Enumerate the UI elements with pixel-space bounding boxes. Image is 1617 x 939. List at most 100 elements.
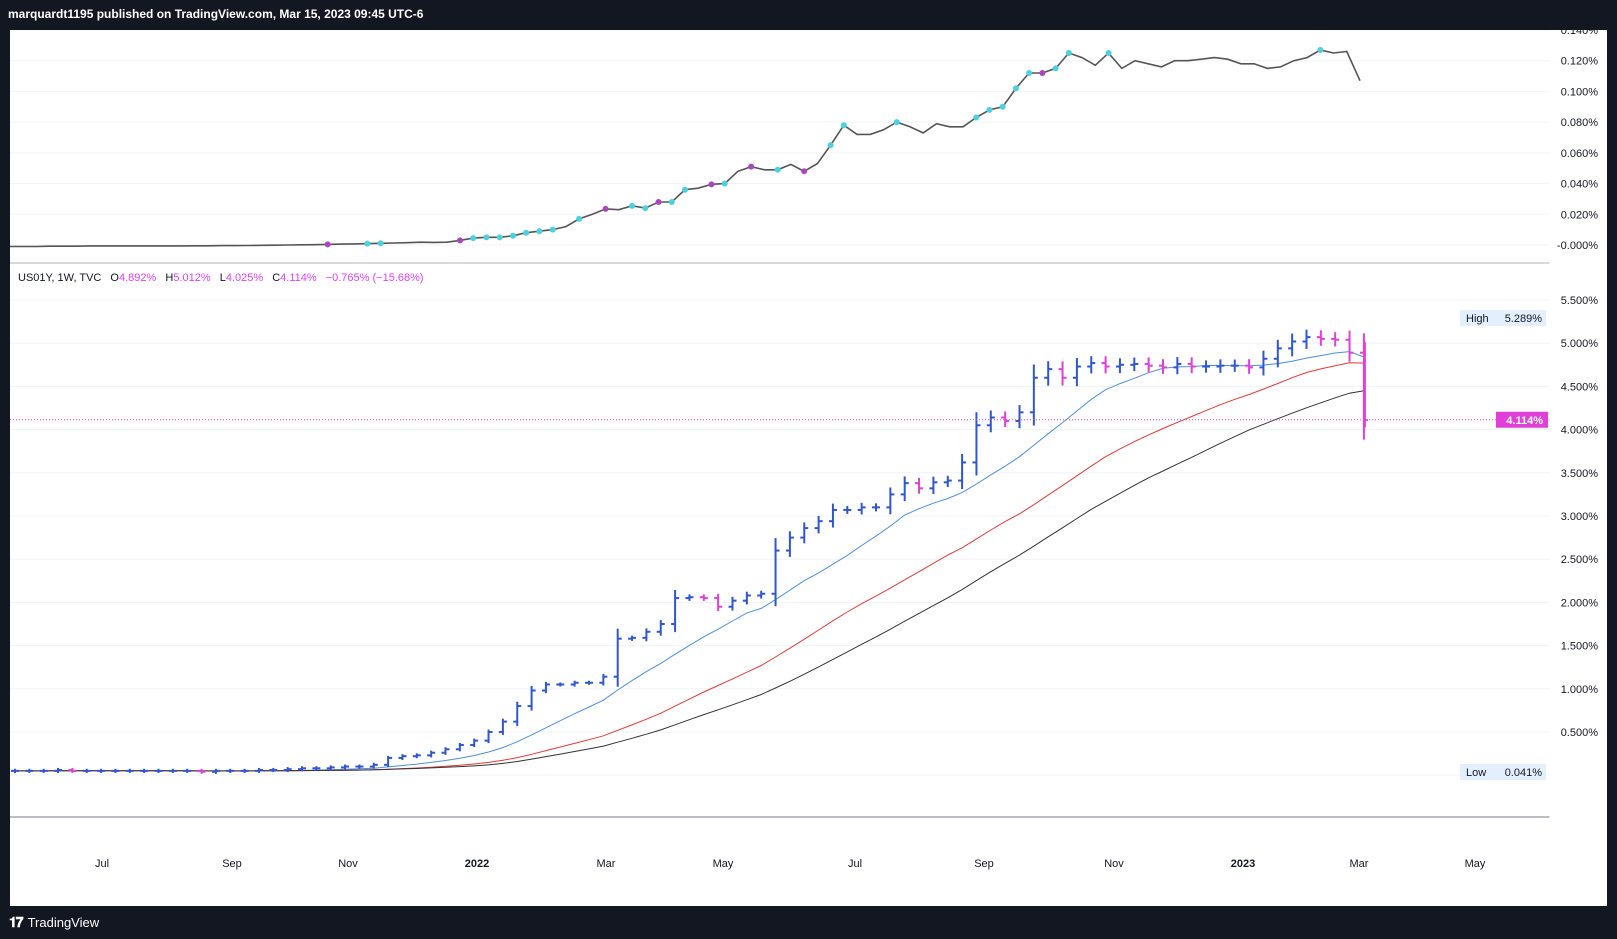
ohlc-bar [656, 620, 665, 636]
ohlc-bar [972, 412, 981, 476]
ohlc-bar [527, 685, 536, 711]
ohlc-bar [599, 673, 608, 686]
ohlc-bar [111, 768, 120, 773]
upper-marker [748, 163, 755, 170]
ohlc-bar [470, 738, 479, 748]
ohlc-bar [915, 477, 924, 494]
ohlc-bar [1187, 357, 1196, 374]
upper-panel [10, 46, 1361, 248]
ohlc-bar [125, 768, 134, 773]
lower-tick-label: 1.000% [1561, 684, 1599, 696]
svg-text:4.114%: 4.114% [1506, 415, 1543, 427]
ohlc-bar [570, 680, 579, 687]
ohlc-bar [25, 768, 34, 773]
chart-canvas[interactable]: 0.140% 0.120% 0.100% 0.080% 0.060% 0.040% 0.02… [10, 30, 1607, 906]
ohlc-bar [857, 502, 866, 515]
ohlc-bar [398, 754, 407, 760]
upper-marker [509, 232, 516, 239]
close-value: 4.114% [280, 272, 317, 284]
ohlc-bar [771, 538, 780, 607]
ohlc-bar [1015, 405, 1024, 429]
upper-marker [682, 186, 689, 193]
upper-marker [377, 240, 384, 247]
upper-marker [721, 180, 728, 187]
ohlc-bar [269, 767, 278, 773]
svg-text:High: High [1466, 313, 1489, 325]
lower-tick-label: 2.000% [1561, 597, 1599, 609]
tradingview-logo-icon[interactable]: 𝟏𝟕 [9, 914, 24, 930]
tradingview-brand[interactable]: TradingView [27, 915, 100, 930]
ohlc-bar [341, 764, 350, 770]
ohlc-bar [513, 701, 522, 726]
upper-marker [457, 237, 464, 244]
time-tick-label: Mar [597, 858, 616, 870]
upper-marker [483, 234, 490, 241]
time-tick-label: Nov [338, 858, 358, 870]
ohlc-bar [140, 768, 149, 773]
svg-text:0.041%: 0.041% [1505, 767, 1543, 779]
upper-marker [708, 181, 715, 188]
ohlc-bar [254, 767, 263, 773]
low-label: L [219, 272, 226, 284]
ohlc-bar [154, 768, 163, 773]
lower-tick-label: 5.000% [1561, 338, 1599, 350]
upper-marker [774, 166, 781, 173]
time-tick-label: Sep [974, 858, 994, 870]
svg-text:Low: Low [1466, 767, 1486, 779]
time-tick-label: Nov [1104, 858, 1124, 870]
ohlc-bar [1345, 330, 1354, 362]
upper-marker [1039, 70, 1046, 76]
upper-marker [668, 199, 675, 205]
upper-tick-label: 0.100% [1561, 86, 1599, 98]
ohlc-bar [355, 764, 364, 769]
ohlc-bar [872, 503, 880, 512]
upper-marker [1065, 50, 1072, 57]
ohlc-bar [1316, 330, 1325, 346]
upper-marker [1012, 85, 1019, 92]
upper-marker [324, 241, 331, 248]
symbol-label[interactable]: US01Y, 1W, TVC [18, 272, 102, 284]
upper-marker [470, 235, 477, 242]
ohlc-legend[interactable]: US01Y, 1W, TVC O4.892% H5.012% L4.025% C… [18, 272, 424, 284]
ohlc-bar [1115, 358, 1124, 374]
ohlc-bar [1144, 357, 1153, 373]
low-value: 4.025% [225, 272, 264, 284]
lower-tick-label: 4.000% [1561, 425, 1599, 437]
lower-tick-label: 0.500% [1561, 727, 1599, 739]
upper-marker [576, 215, 583, 222]
svg-text:5.289%: 5.289% [1505, 313, 1543, 325]
upper-marker [827, 142, 834, 149]
chart-frame[interactable]: 0.140% 0.120% 0.100% 0.080% 0.060% 0.040% 0.02… [10, 30, 1607, 906]
ma-black-line [15, 390, 1364, 772]
upper-tick-label: 0.020% [1561, 209, 1599, 221]
ohlc-bar [757, 590, 766, 599]
upper-marker [1026, 70, 1033, 76]
upper-marker [496, 234, 503, 241]
lower-tick-label: 1.500% [1561, 641, 1599, 653]
ohlc-bar [1101, 356, 1110, 374]
upper-marker [364, 240, 371, 247]
ohlc-bar [585, 680, 593, 685]
upper-marker [973, 114, 980, 121]
upper-marker [840, 122, 847, 129]
lower-tick-label: 5.500% [1561, 295, 1599, 307]
time-tick-label: Sep [222, 858, 242, 870]
ohlc-bar [455, 742, 464, 752]
ohlc-bar [613, 628, 622, 687]
ohlc-bar [541, 681, 550, 694]
ohlc-bar [1159, 359, 1167, 374]
ohlc-bar [168, 768, 177, 773]
upper-marker [801, 168, 808, 175]
upper-marker [642, 205, 649, 212]
low-badge: Low 0.041% [1460, 764, 1546, 780]
ohlc-bar [671, 589, 680, 633]
time-tick-label: May [713, 858, 734, 870]
lower-tick-label: 3.500% [1561, 468, 1599, 480]
time-tick-label: 2022 [465, 858, 489, 870]
ohlc-bar [843, 505, 852, 514]
time-tick-label: Jul [848, 858, 862, 870]
ohlc-bar [1058, 361, 1067, 386]
ohlc-bar [714, 593, 723, 612]
ohlc-bar [699, 594, 708, 601]
ohlc-bar [183, 768, 192, 773]
